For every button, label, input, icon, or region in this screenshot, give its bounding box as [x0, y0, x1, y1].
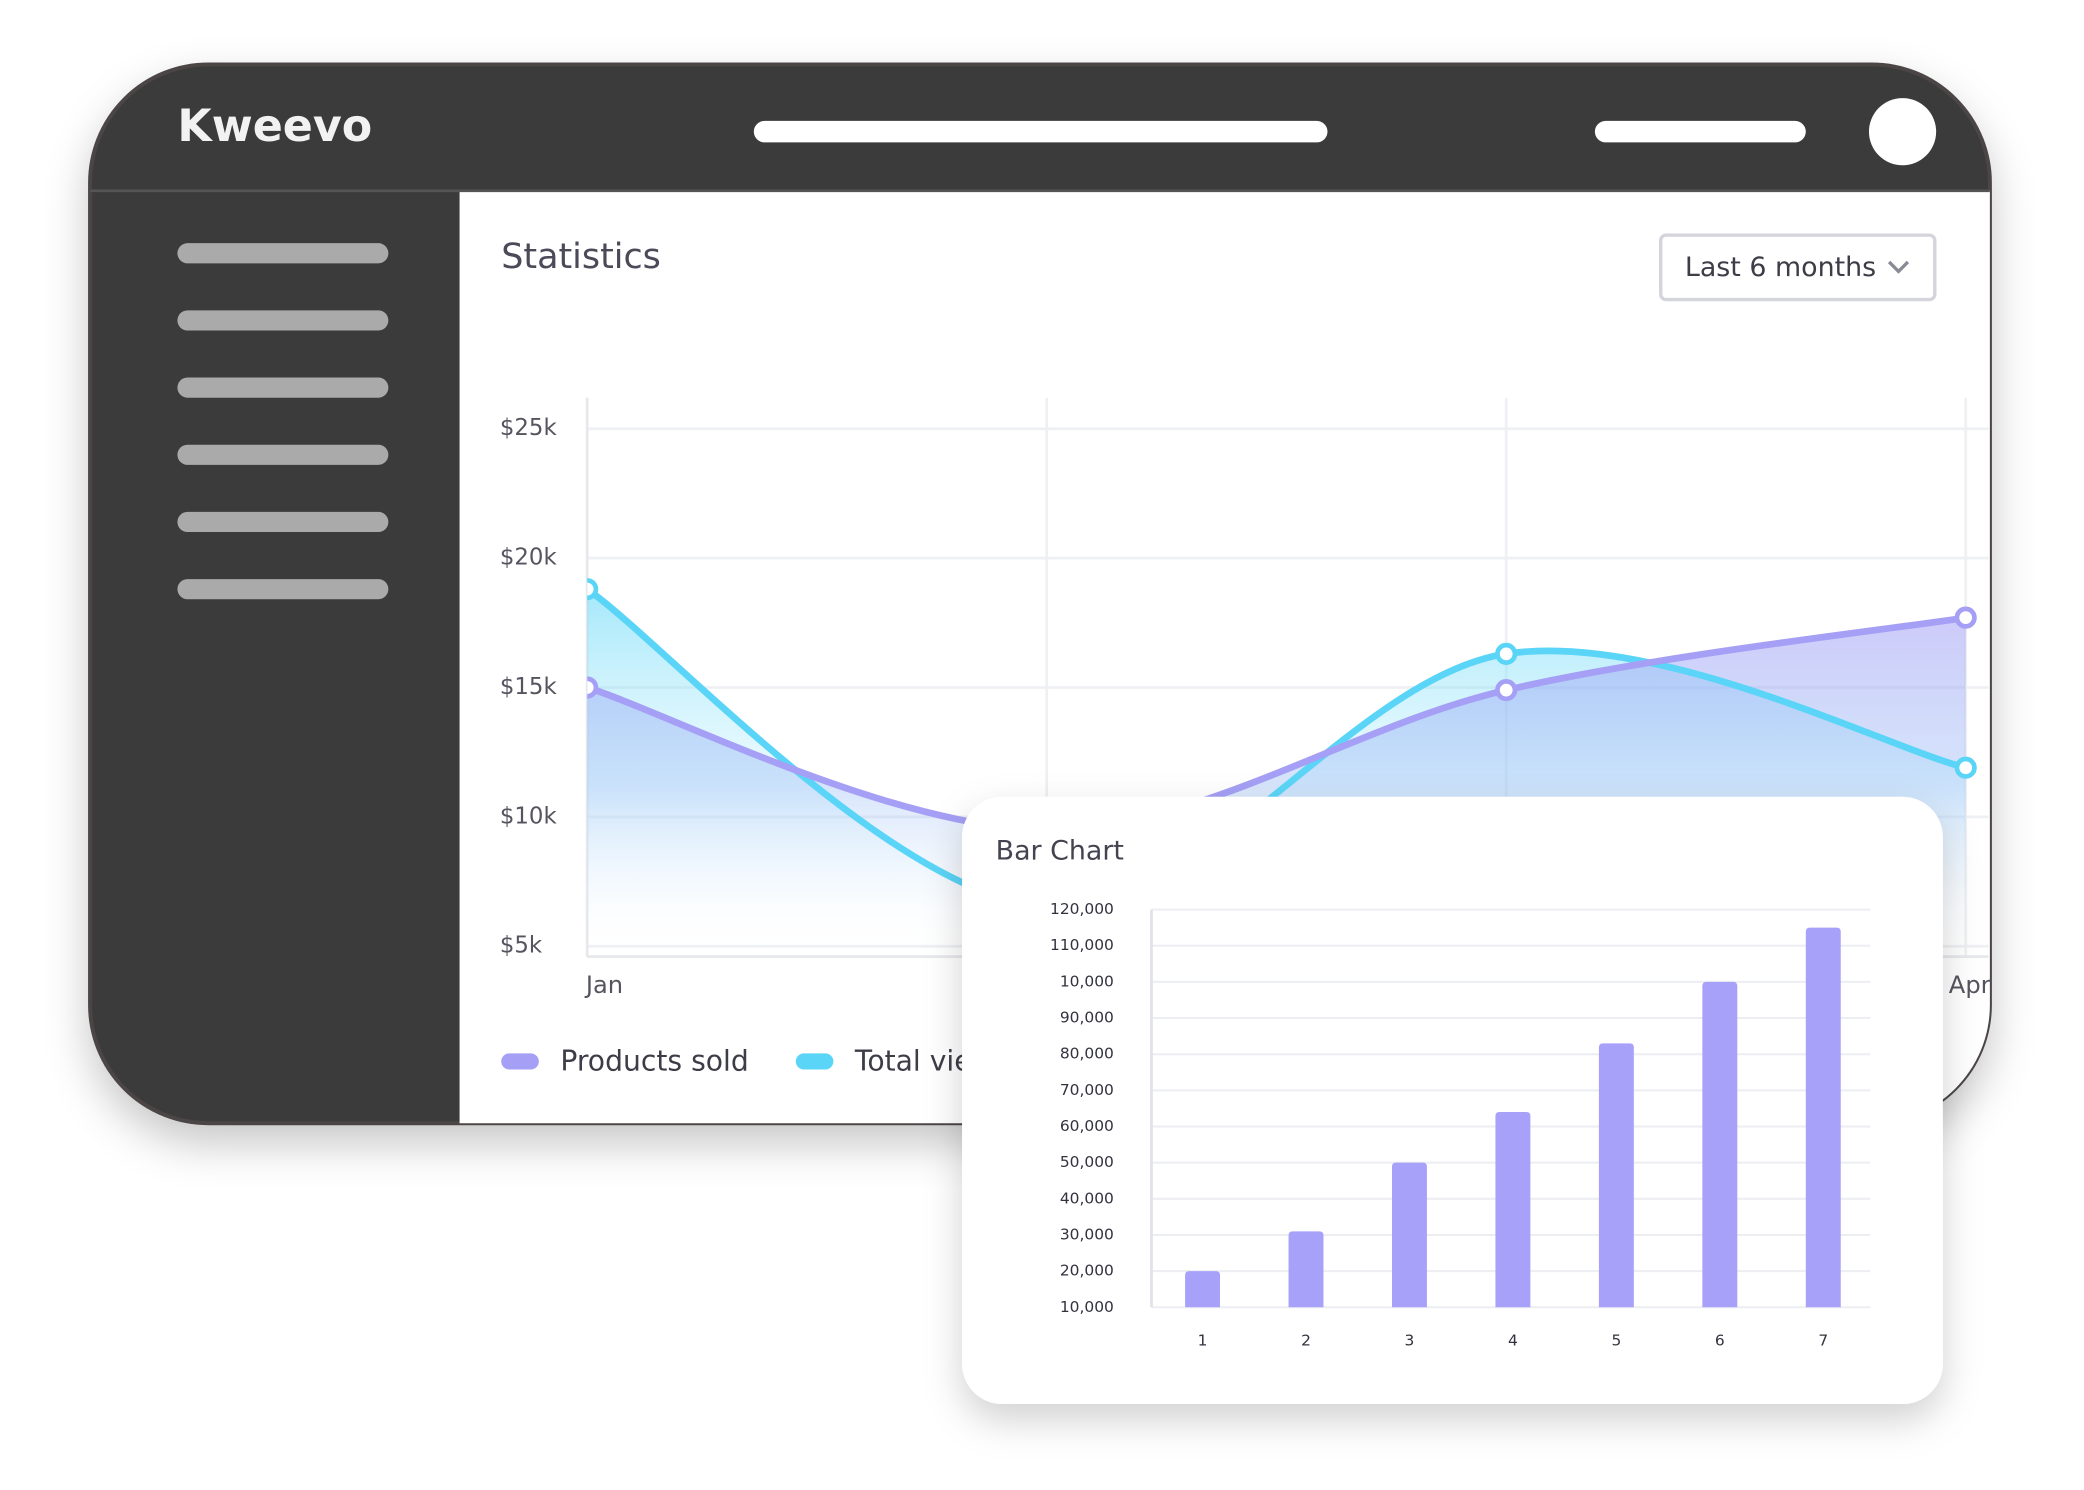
bar-chart-title: Bar Chart: [996, 835, 1124, 866]
y-tick-label: 110,000: [1050, 936, 1114, 954]
x-tick-label: Jan: [584, 971, 623, 999]
x-tick-label: 4: [1508, 1331, 1518, 1349]
y-tick-label: $25k: [500, 415, 558, 441]
avatar[interactable]: [1868, 98, 1937, 166]
sidebar: [177, 243, 389, 600]
y-tick-label: 80,000: [1060, 1045, 1114, 1063]
legend-swatch: [501, 1053, 539, 1070]
x-tick-label: Apr: [1949, 971, 1991, 999]
data-point: [587, 676, 599, 699]
bar: [1805, 927, 1841, 1308]
y-tick-label: $15k: [500, 674, 558, 700]
line: [587, 614, 1970, 834]
range-dropdown[interactable]: Last 6 months: [1659, 233, 1937, 302]
menu-item[interactable]: [177, 243, 389, 264]
y-tick-label: 40,000: [1060, 1189, 1114, 1207]
y-tick-label: 90,000: [1060, 1009, 1114, 1027]
y-tick-label: 50,000: [1060, 1153, 1114, 1171]
bar: [1288, 1231, 1324, 1308]
bar: [1185, 1271, 1221, 1308]
dropdown-label[interactable]: Last 6 months: [1685, 252, 1876, 283]
data-point: [1495, 679, 1518, 702]
x-tick-label: 7: [1818, 1331, 1828, 1349]
menu-item[interactable]: [177, 444, 389, 465]
brand: Kweevo: [177, 101, 372, 152]
x-tick-label: 6: [1715, 1331, 1725, 1349]
data-point: [587, 578, 599, 601]
y-tick-label: $5k: [500, 933, 543, 959]
dropdown-box[interactable]: [1659, 233, 1937, 302]
search-bar[interactable]: [753, 120, 1328, 143]
bar: [1391, 1162, 1427, 1308]
data-point: [1954, 756, 1977, 779]
bar: [1598, 1043, 1634, 1308]
y-tick-label: 20,000: [1060, 1262, 1114, 1280]
nav-placeholder[interactable]: [1594, 120, 1806, 143]
x-tick-label: 1: [1198, 1331, 1208, 1349]
y-tick-label: 10,000: [1060, 972, 1114, 990]
menu-item[interactable]: [177, 511, 389, 533]
x-tick-label: 2: [1301, 1331, 1311, 1349]
y-tick-label: 60,000: [1060, 1117, 1114, 1135]
y-tick-label: 70,000: [1060, 1081, 1114, 1099]
y-tick-label: $20k: [500, 545, 558, 571]
menu-item[interactable]: [177, 310, 389, 331]
bar: [1495, 1112, 1531, 1308]
menu-item[interactable]: [177, 377, 389, 398]
x-tick-label: 3: [1405, 1331, 1415, 1349]
bar-chart-card: [962, 796, 1943, 1405]
data-point: [1495, 642, 1518, 665]
y-tick-label: 10,000: [1060, 1298, 1114, 1316]
y-tick-label: 120,000: [1050, 900, 1114, 918]
y-tick-label: $10k: [500, 803, 558, 829]
y-tick-label: 30,000: [1060, 1225, 1114, 1243]
dropdown-chevron[interactable]: [1887, 260, 1910, 274]
panel-title: Statistics: [501, 237, 661, 277]
menu-item[interactable]: [177, 579, 389, 600]
legend-swatch: [795, 1053, 834, 1070]
legend-label: Products sold: [560, 1045, 748, 1078]
x-tick-label: 5: [1611, 1331, 1621, 1349]
data-point: [1954, 606, 1977, 629]
bar: [1702, 981, 1738, 1308]
bar-chart: 10,000 20,000 30,000 40,000 50,000 60,000 70,0…: [1050, 900, 1871, 1349]
